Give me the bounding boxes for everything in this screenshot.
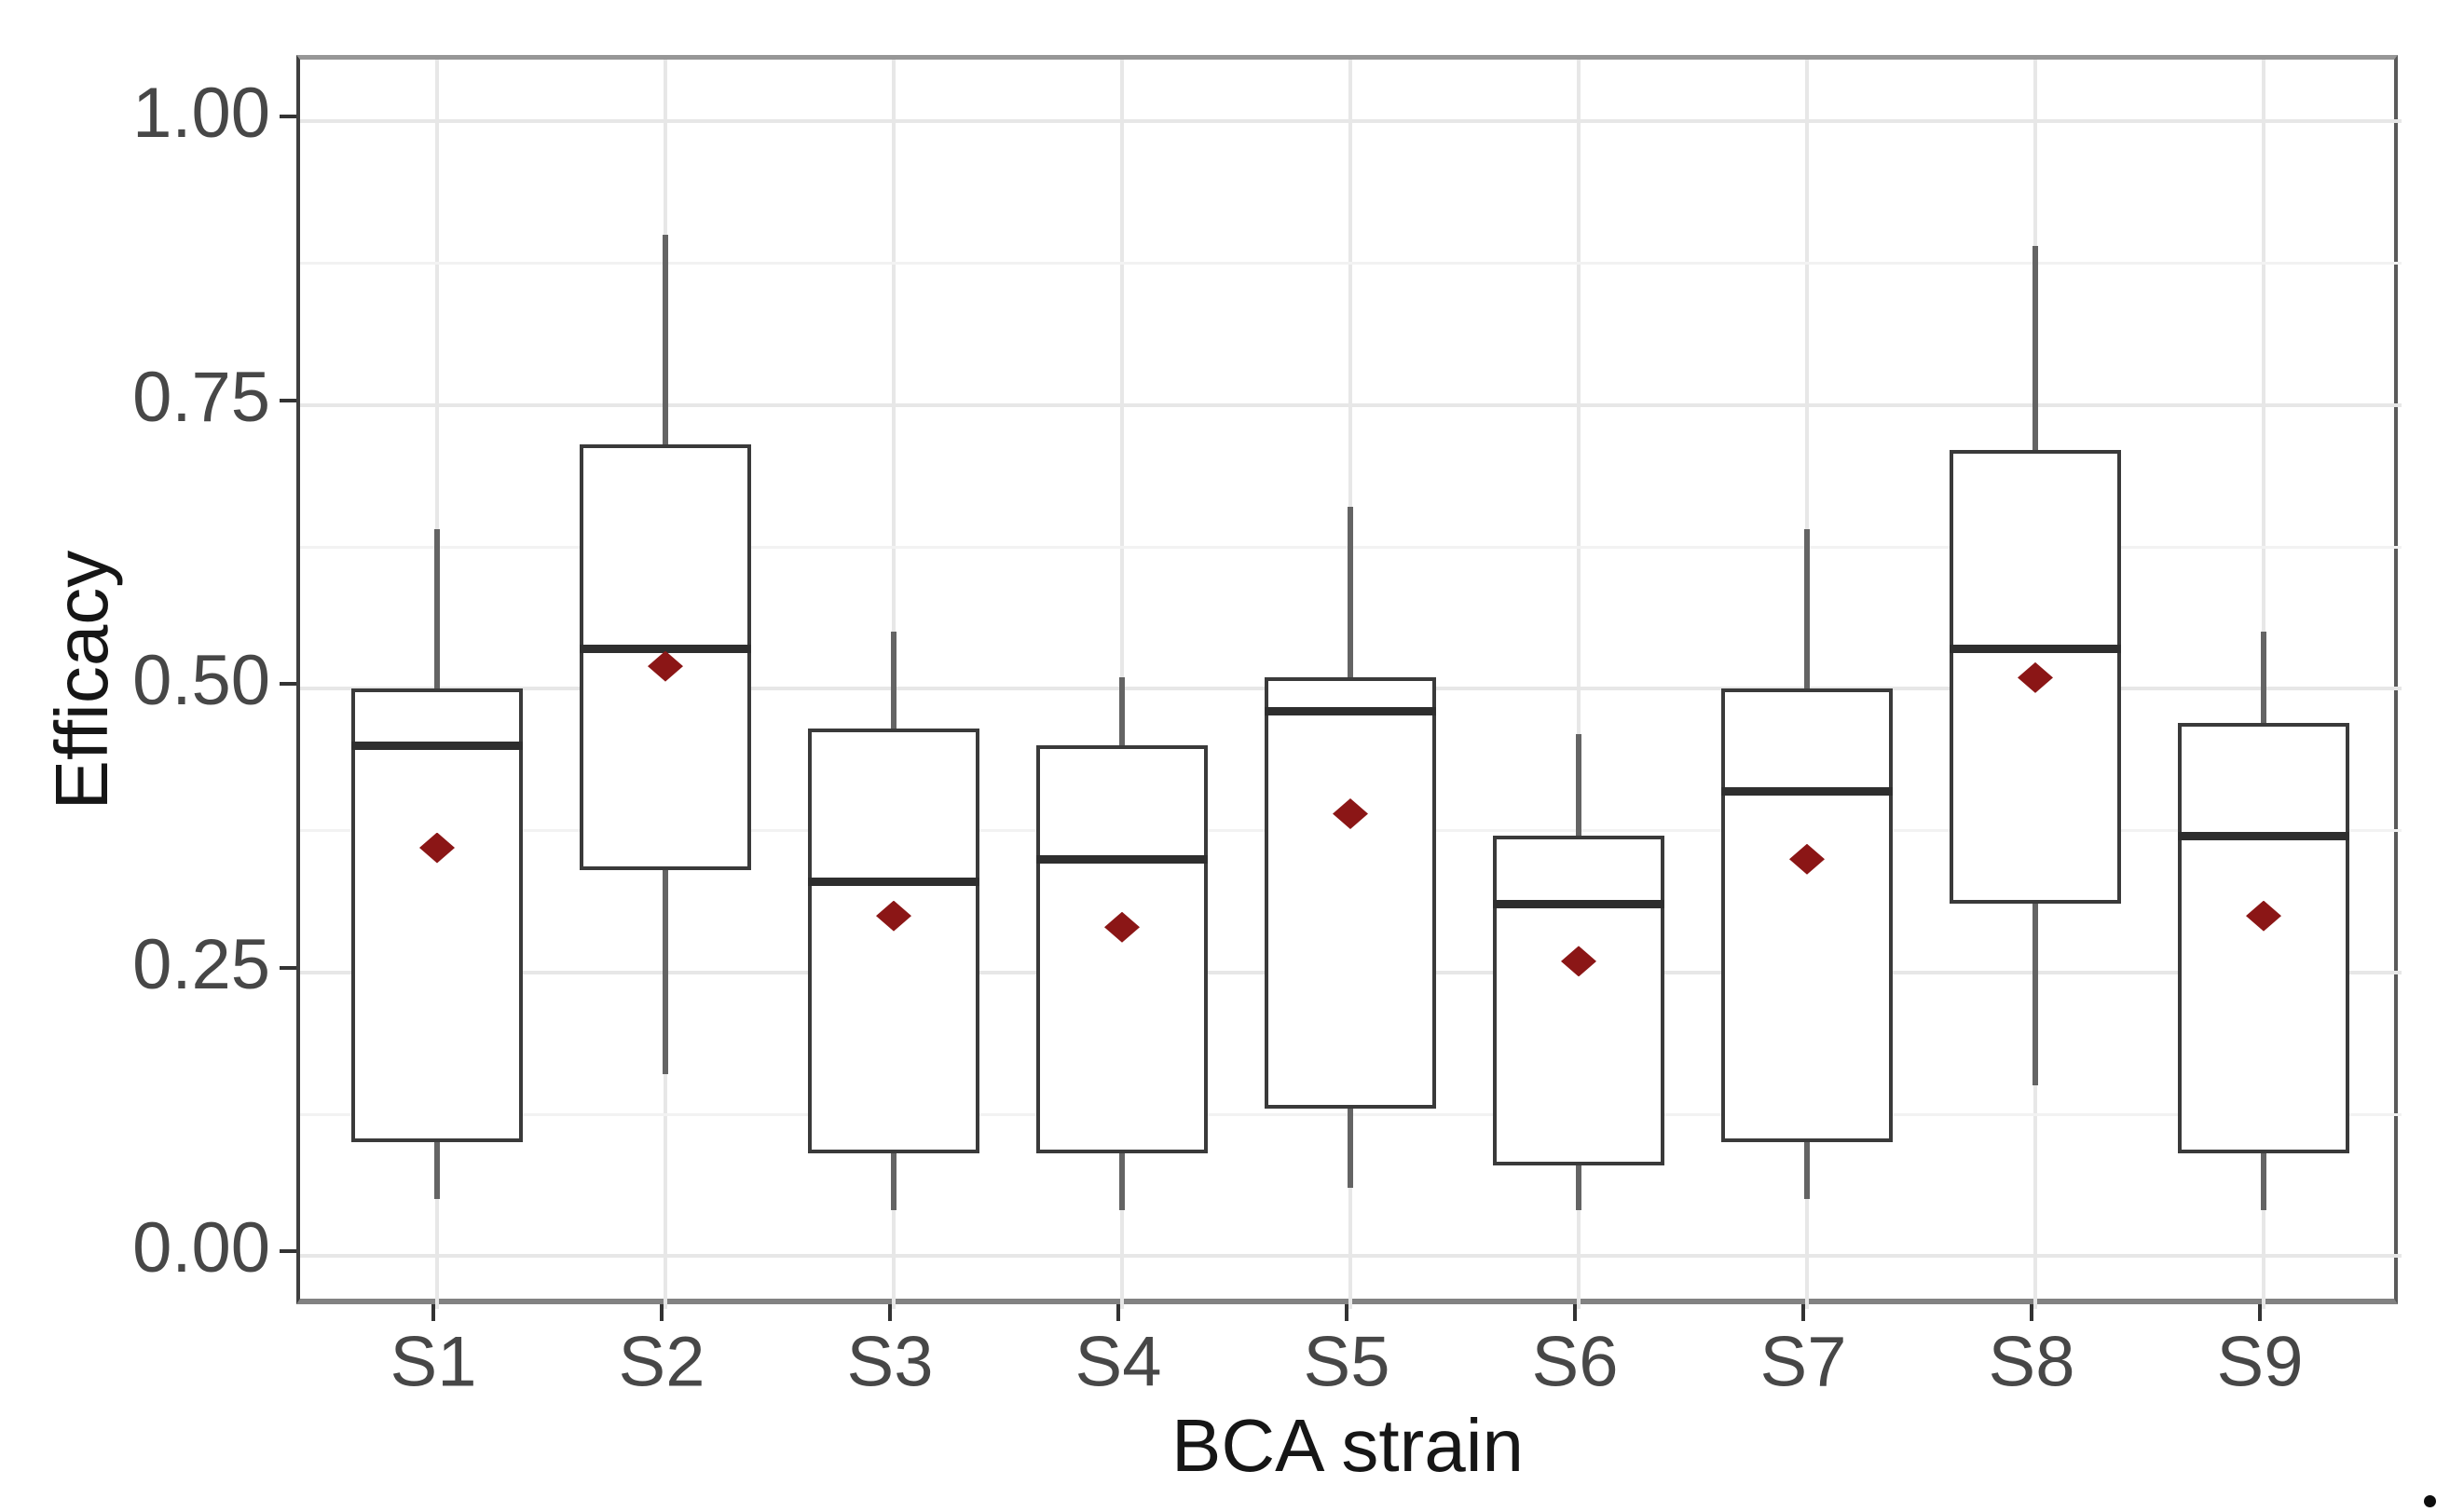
y-tick-label-0.00: 0.00 [132,1208,270,1288]
x-tick-S1 [431,1304,435,1321]
lower-whisker-S5 [1348,1108,1353,1188]
upper-whisker-S7 [1804,529,1810,688]
x-tick-label-S1: S1 [390,1322,477,1402]
y-tick-1.00 [280,115,296,118]
y-tick-label-1.00: 1.00 [132,74,270,154]
upper-whisker-S2 [663,234,668,445]
x-tick-label-S4: S4 [1074,1322,1162,1402]
median-line-S9 [2178,832,2349,841]
y-tick-0.75 [280,398,296,402]
gridline-vertical-S6 [1577,60,1581,1309]
x-tick-label-S8: S8 [1988,1322,2075,1402]
x-tick-S9 [2258,1304,2262,1321]
y-tick-0.25 [280,965,296,970]
median-line-S1 [351,741,523,750]
x-tick-label-S5: S5 [1303,1322,1390,1402]
x-tick-S3 [888,1304,892,1321]
x-tick-S4 [1116,1304,1120,1321]
box-S6 [1493,836,1664,1165]
box-S8 [1950,450,2121,905]
x-tick-label-S9: S9 [2216,1322,2304,1402]
upper-whisker-S9 [2261,632,2266,723]
y-tick-label-0.75: 0.75 [132,357,270,437]
box-S5 [1265,676,1436,1109]
box-S7 [1721,688,1893,1143]
lower-whisker-S6 [1576,1165,1581,1211]
x-axis-title: BCA strain [1171,1404,1524,1487]
lower-whisker-S3 [891,1153,897,1211]
upper-whisker-S4 [1119,676,1125,745]
median-line-S4 [1036,854,1208,864]
upper-whisker-S1 [434,529,440,688]
median-line-S8 [1950,645,2121,654]
lower-whisker-S8 [2033,904,2038,1086]
gridline-minor-0.875 [300,262,2402,266]
upper-whisker-S6 [1576,733,1581,837]
plot-panel [296,55,2402,1309]
box-S3 [808,728,979,1154]
box-S1 [351,688,523,1143]
x-tick-S2 [660,1304,664,1321]
median-line-S5 [1265,707,1436,716]
upper-whisker-S5 [1348,507,1353,677]
lower-whisker-S2 [663,869,668,1075]
y-tick-0.00 [280,1249,296,1253]
upper-whisker-S8 [2033,245,2038,451]
box-S4 [1036,744,1208,1154]
gridline-major-0 [300,1254,2402,1258]
x-tick-label-S3: S3 [846,1322,934,1402]
x-tick-S8 [2030,1304,2033,1321]
y-tick-label-0.25: 0.25 [132,924,270,1004]
median-line-S2 [580,645,751,654]
upper-whisker-S3 [891,632,897,729]
x-tick-S7 [1801,1304,1805,1321]
caption-period-dot [2424,1495,2436,1507]
x-tick-S6 [1573,1304,1577,1321]
x-tick-label-S7: S7 [1759,1322,1847,1402]
gridline-major-0.75 [300,402,2402,407]
gridline-major-1 [300,119,2402,123]
lower-whisker-S9 [2261,1153,2266,1211]
lower-whisker-S1 [434,1142,440,1200]
y-tick-label-0.50: 0.50 [132,641,270,721]
median-line-S3 [808,878,979,887]
median-line-S7 [1721,786,1893,796]
median-line-S6 [1493,900,1664,909]
x-tick-S5 [1345,1304,1348,1321]
lower-whisker-S7 [1804,1142,1810,1200]
y-axis-title: Efficacy [40,550,123,810]
x-tick-label-S6: S6 [1531,1322,1619,1402]
lower-whisker-S4 [1119,1153,1125,1211]
box-S9 [2178,722,2349,1154]
x-tick-label-S2: S2 [618,1322,705,1402]
y-tick-0.50 [280,682,296,686]
